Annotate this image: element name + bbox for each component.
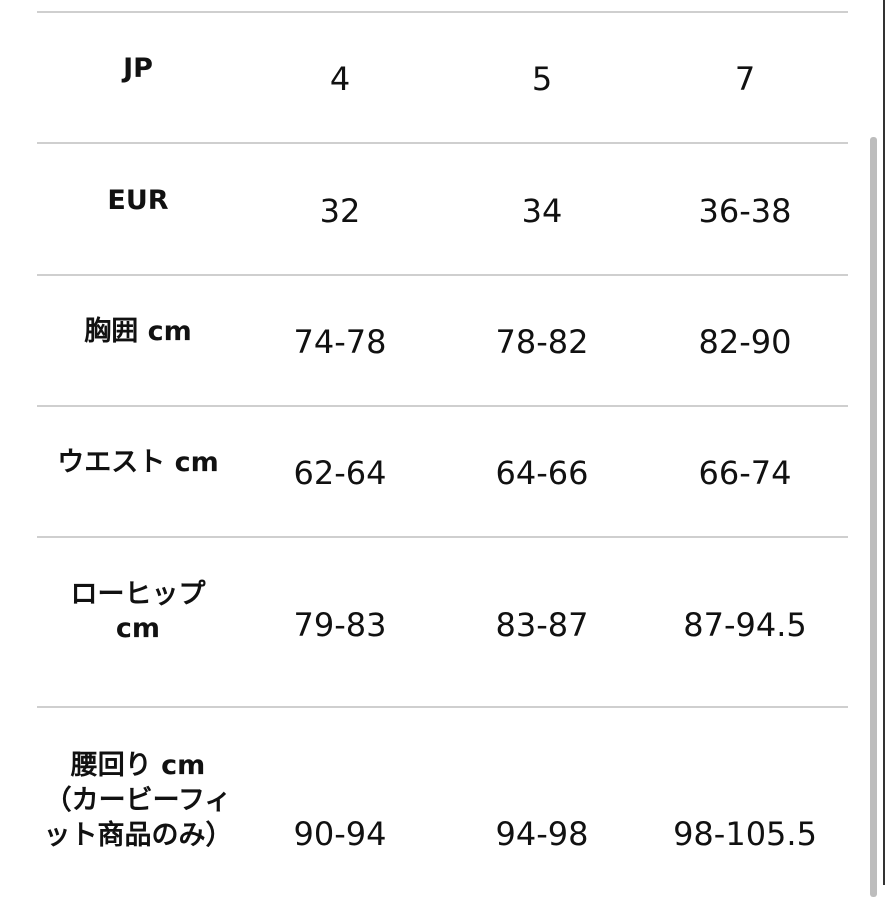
cell: 36-38 — [698, 192, 792, 230]
cell: 66-74 — [698, 454, 792, 492]
cell: 74-78 — [293, 323, 387, 361]
row-label: JP — [123, 53, 153, 84]
cell: 62-64 — [293, 454, 387, 492]
cell: 5 — [531, 60, 553, 98]
window-edge — [883, 0, 885, 885]
row-divider — [37, 11, 848, 13]
cell: 82-90 — [698, 323, 792, 361]
row-divider — [37, 706, 848, 708]
cell: 64-66 — [495, 454, 589, 492]
scrollbar-thumb[interactable] — [870, 137, 877, 897]
cell: 98-105.5 — [673, 815, 817, 853]
row-label: 胸囲 cm — [84, 316, 192, 347]
cell: 7 — [734, 60, 756, 98]
cell: 94-98 — [495, 815, 589, 853]
row-divider — [37, 274, 848, 276]
cell: 87-94.5 — [683, 606, 807, 644]
row-label: 腰回り cm （カービーフィット商品のみ） — [43, 750, 233, 851]
row-label: EUR — [107, 185, 169, 216]
cell: 90-94 — [293, 815, 387, 853]
row-label: ローヒップ cm — [70, 579, 206, 644]
row-divider — [37, 142, 848, 144]
cell: 79-83 — [293, 606, 387, 644]
cell: 83-87 — [495, 606, 589, 644]
row-label: ウエスト cm — [57, 447, 219, 478]
row-divider — [37, 405, 848, 407]
row-divider — [37, 536, 848, 538]
cell: 78-82 — [495, 323, 589, 361]
cell: 32 — [319, 192, 361, 230]
cell: 4 — [329, 60, 351, 98]
cell: 34 — [521, 192, 563, 230]
